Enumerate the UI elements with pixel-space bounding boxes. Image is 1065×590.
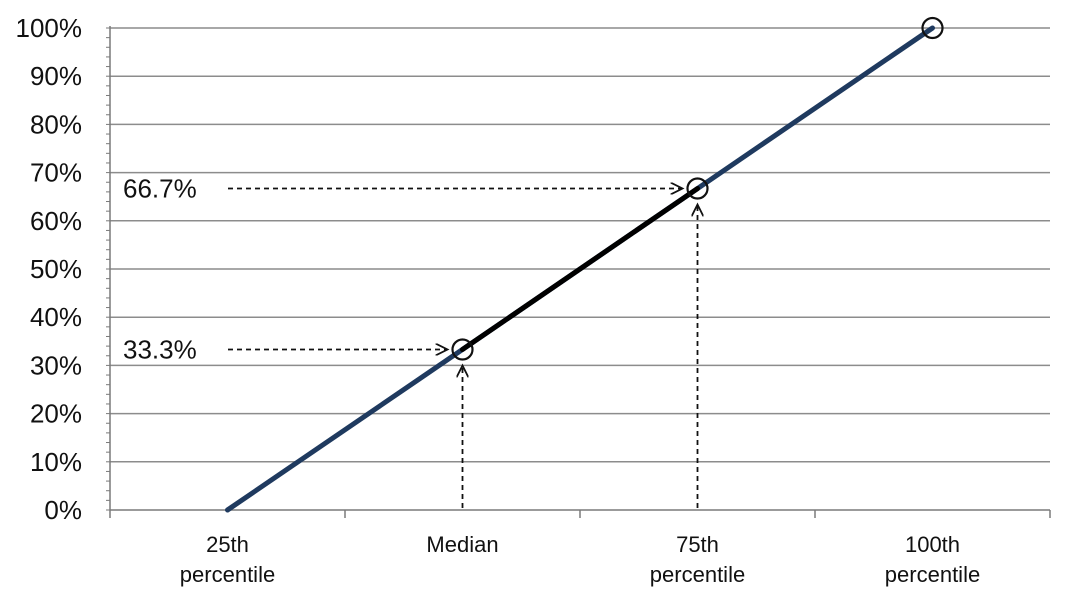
annotations: 33.3% 66.7% — [123, 174, 698, 508]
y-tick-label: 10% — [30, 447, 82, 477]
y-tick-label: 80% — [30, 109, 82, 139]
y-tick-label: 0% — [44, 495, 82, 525]
point-markers — [451, 16, 944, 361]
y-axis-tick-labels: 0% 10% 20% 30% 40% 50% 60% 70% 80% 90% 100% — [16, 13, 83, 525]
point-marker — [451, 338, 474, 361]
annotation-label: 33.3% — [123, 334, 197, 364]
y-tick-label: 20% — [30, 399, 82, 429]
y-tick-label: 50% — [30, 254, 82, 284]
x-category-label: 100th percentile — [885, 532, 980, 587]
y-tick-label: 40% — [30, 302, 82, 332]
y-tick-label: 100% — [16, 13, 83, 43]
highlight-segment — [460, 186, 700, 352]
y-tick-label: 60% — [30, 206, 82, 236]
y-tick-label: 30% — [30, 350, 82, 380]
axes — [106, 26, 1051, 518]
x-axis-category-labels: 25th percentile Median 75th percentile 100th p… — [180, 532, 980, 587]
x-category-label: 25th percentile — [180, 532, 275, 587]
x-category-label: 75th percentile — [650, 532, 745, 587]
y-tick-label: 90% — [30, 61, 82, 91]
series-lines — [225, 25, 935, 513]
gridlines — [110, 27, 1050, 463]
x-category-label: Median — [426, 532, 498, 557]
annotation-label: 66.7% — [123, 174, 197, 204]
point-marker — [921, 16, 944, 40]
point-marker — [686, 177, 709, 200]
y-tick-label: 70% — [30, 158, 82, 188]
